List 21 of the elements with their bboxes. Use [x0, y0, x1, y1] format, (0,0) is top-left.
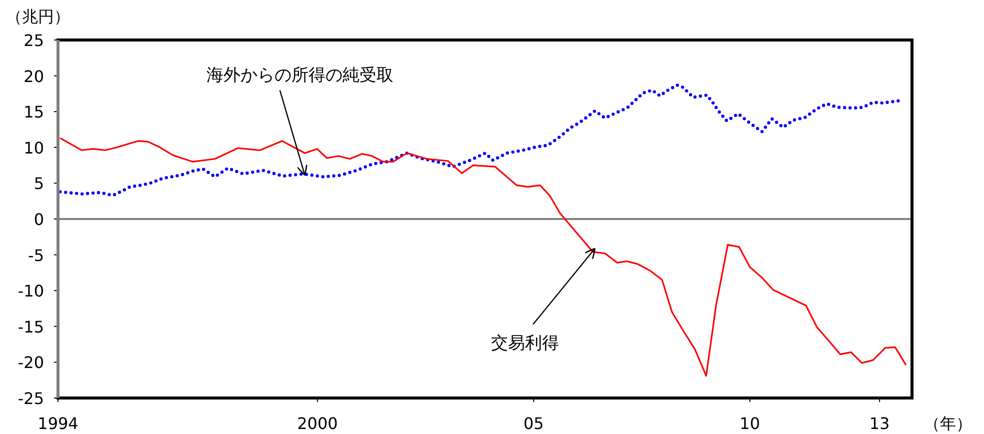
x-tick-label: 13: [869, 414, 890, 433]
y-tick-label: -15: [18, 317, 44, 336]
y-axis-title: （兆円）: [6, 7, 70, 26]
y-tick-label: -5: [28, 246, 44, 265]
x-tick-label: 2000: [297, 414, 338, 433]
x-tick-label: 10: [740, 414, 760, 433]
y-tick-label: -20: [18, 353, 44, 372]
y-tick-label: 20: [24, 66, 44, 86]
line-series: [59, 137, 907, 377]
y-tick-label: 15: [24, 102, 44, 122]
y-tick-label: 5: [34, 174, 44, 194]
x-tick-label: 05: [523, 414, 544, 433]
x-axis-title: （年）: [924, 414, 972, 433]
annotation: 海外からの所得の純受取: [206, 65, 394, 86]
y-tick-label: 25: [24, 31, 44, 50]
y-tick-label: 10: [24, 138, 44, 158]
y-tick-label: -25: [18, 389, 44, 408]
y-tick-label: -10: [18, 282, 44, 301]
annotation: 交易利得: [491, 333, 560, 354]
y-tick-label: 0: [34, 210, 44, 229]
x-tick-label: 1994: [38, 414, 78, 433]
